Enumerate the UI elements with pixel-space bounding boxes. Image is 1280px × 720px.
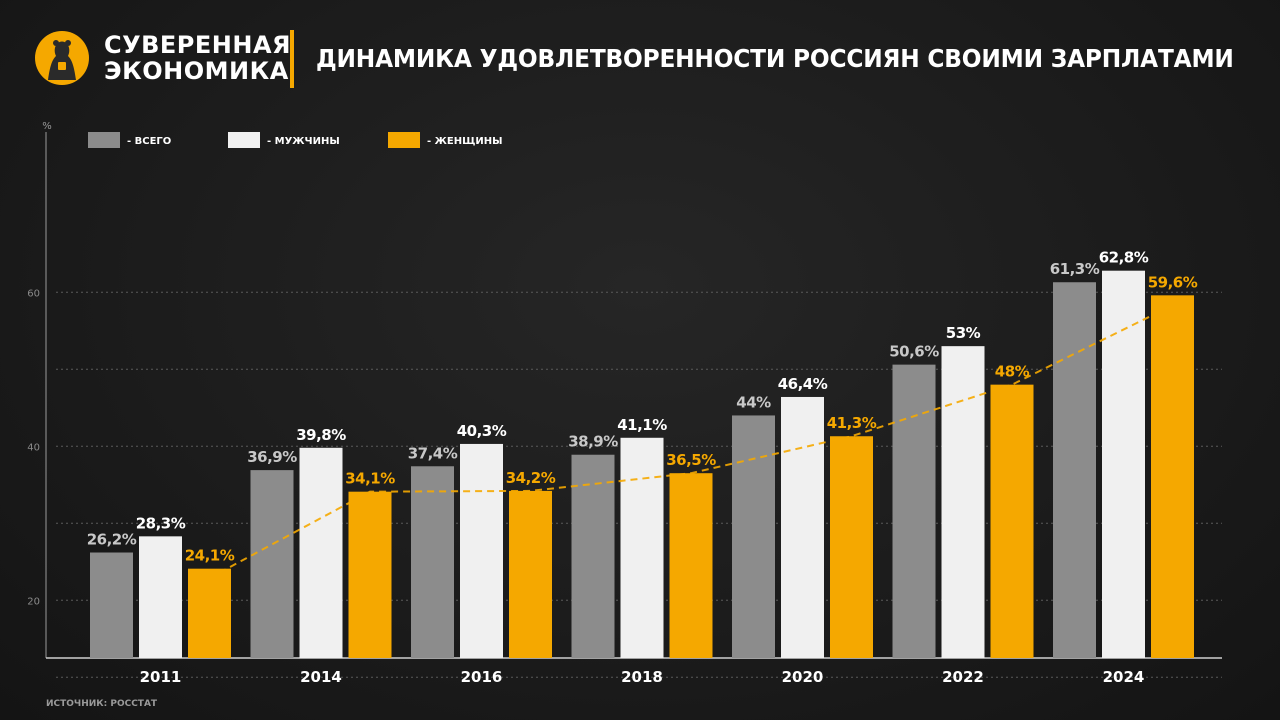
y-axis-label: % — [42, 121, 52, 132]
bar — [188, 568, 231, 658]
data-label: 24,1% — [185, 547, 235, 565]
brand-name: СУВЕРЕННАЯ ЭКОНОМИКА — [104, 32, 291, 84]
legend-swatch — [388, 132, 420, 148]
bar — [411, 466, 454, 658]
data-label: 36,9% — [247, 448, 297, 466]
x-tick-label: 2018 — [621, 668, 663, 686]
data-label: 26,2% — [87, 531, 137, 549]
data-label: 61,3% — [1050, 260, 1100, 278]
bar — [781, 396, 824, 658]
source-note: ИСТОЧНИК: РОССТАТ — [46, 699, 158, 709]
x-tick-label: 2016 — [461, 668, 503, 686]
brand-line-1: СУВЕРЕННАЯ — [104, 31, 292, 59]
bar — [1053, 282, 1096, 658]
legend-label: - МУЖЧИНЫ — [267, 136, 340, 147]
x-tick-label: 2022 — [942, 668, 984, 686]
legend-swatch — [88, 132, 120, 148]
data-label: 48% — [995, 363, 1030, 381]
bar — [892, 364, 936, 658]
x-tick-label: 2011 — [140, 668, 182, 686]
bar — [941, 346, 985, 658]
data-label: 59,6% — [1148, 273, 1198, 291]
data-label: 39,8% — [296, 426, 346, 444]
x-tick-label: 2014 — [300, 668, 342, 686]
data-label: 62,8% — [1099, 249, 1149, 267]
data-label: 40,3% — [457, 422, 507, 440]
bar — [348, 491, 392, 658]
data-label: 28,3% — [136, 514, 186, 532]
bar — [299, 447, 343, 658]
y-tick-label: 40 — [27, 442, 40, 453]
page-title: ДИНАМИКА УДОВЛЕТВОРЕННОСТИ РОССИЯН СВОИМ… — [316, 44, 1234, 73]
data-label: 50,6% — [889, 343, 939, 361]
bar — [509, 490, 552, 658]
x-tick-label: 2020 — [782, 668, 824, 686]
legend-label: - ВСЕГО — [127, 136, 171, 147]
data-label: 41,3% — [827, 414, 877, 432]
bar — [990, 384, 1034, 658]
x-tick-label: 2024 — [1103, 668, 1145, 686]
data-label: 44% — [736, 393, 771, 411]
data-label: 38,9% — [568, 433, 618, 451]
bear-logo-icon — [35, 31, 89, 85]
bar — [669, 473, 713, 658]
bar — [732, 415, 775, 658]
legend-label: - ЖЕНЩИНЫ — [427, 136, 502, 147]
y-tick-label: 20 — [27, 596, 40, 607]
header-divider — [290, 30, 294, 88]
brand-line-2: ЭКОНОМИКА — [104, 57, 289, 85]
bar — [250, 470, 294, 658]
bar — [1151, 295, 1194, 658]
y-tick-label: 60 — [27, 288, 40, 299]
data-label: 46,4% — [778, 375, 828, 393]
data-label: 53% — [946, 324, 981, 342]
bar — [90, 552, 133, 658]
bar — [830, 436, 873, 658]
bar — [139, 536, 182, 658]
legend-swatch — [228, 132, 260, 148]
bar — [460, 443, 503, 658]
bar — [1102, 270, 1145, 658]
bar — [620, 437, 664, 658]
data-label: 34,2% — [506, 469, 556, 487]
data-label: 34,1% — [345, 470, 395, 488]
data-label: 36,5% — [666, 451, 716, 469]
data-label: 37,4% — [408, 444, 458, 462]
bar — [571, 454, 615, 658]
trendline — [219, 304, 1173, 574]
data-label: 41,1% — [617, 416, 667, 434]
